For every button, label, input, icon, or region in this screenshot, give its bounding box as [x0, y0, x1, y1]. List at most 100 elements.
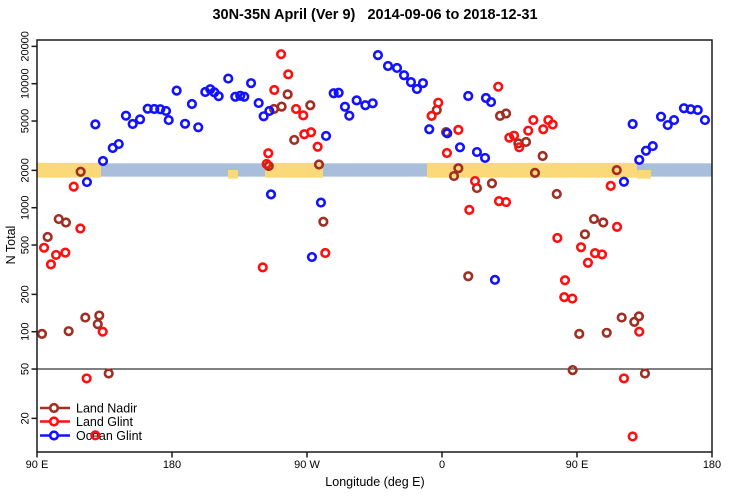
data-point-ocean-glint [120, 110, 132, 121]
data-point-land-nadir [282, 89, 293, 100]
data-point-ocean-glint [223, 73, 234, 84]
x-axis-label: Longitude (deg E) [325, 475, 425, 489]
band-yellow-segment [37, 162, 102, 178]
data-point-ocean-glint [155, 104, 166, 115]
data-point-land-nadir [305, 100, 316, 111]
data-point-ocean-glint [333, 87, 344, 98]
data-point-land-glint [523, 125, 534, 136]
chart-title: 30N-35N April (Ver 9) 2014-09-06 to 2018… [212, 7, 538, 23]
data-point-land-glint [283, 69, 294, 80]
data-point-ocean-glint [193, 122, 204, 133]
data-point-land-glint [269, 84, 280, 96]
data-point-land-glint [320, 247, 331, 259]
y-tick-label: 20000 [20, 31, 32, 62]
data-point-ocean-glint [479, 152, 491, 164]
data-point-ocean-glint [471, 146, 483, 158]
data-point-land-nadir [551, 188, 562, 200]
data-point-land-nadir [579, 229, 591, 240]
data-point-ocean-glint [315, 197, 327, 208]
data-point-ocean-glint [179, 118, 191, 129]
data-point-land-nadir [42, 231, 53, 243]
data-point-land-glint [38, 242, 50, 253]
data-point-ocean-glint [372, 50, 384, 61]
data-point-land-nadir [463, 271, 474, 282]
data-point-land-nadir [633, 311, 645, 322]
x-tick-label: 180 [703, 459, 721, 471]
data-point-land-nadir [588, 213, 600, 225]
data-point-ocean-glint [485, 96, 497, 108]
data-point-ocean-glint [306, 251, 318, 263]
data-point-ocean-glint [351, 95, 362, 106]
band-yellow-segment [265, 162, 324, 178]
data-point-ocean-glint [213, 91, 224, 102]
band-yellow-fragment [227, 169, 238, 179]
data-point-land-glint [559, 292, 570, 303]
data-point-land-glint [547, 119, 558, 130]
data-point-land-nadir [92, 319, 103, 330]
legend-marker [48, 402, 60, 414]
data-point-land-glint [81, 373, 92, 384]
data-point-land-nadir [601, 327, 612, 338]
data-point-ocean-glint [344, 110, 355, 121]
data-point-land-glint [627, 431, 638, 442]
data-point-ocean-glint [163, 114, 174, 126]
data-point-land-nadir [289, 134, 300, 146]
data-point-land-glint [433, 97, 444, 108]
x-tick-label: 90 E [566, 459, 589, 471]
data-point-land-glint [596, 249, 608, 260]
data-point-ocean-glint [634, 154, 645, 165]
data-point-ocean-glint [113, 138, 124, 150]
data-point-land-glint [634, 326, 645, 337]
data-point-ocean-glint [489, 274, 501, 285]
data-point-ocean-glint [258, 111, 269, 122]
data-point-land-glint [559, 275, 571, 286]
data-point-land-glint [426, 110, 437, 121]
data-point-land-nadir [639, 368, 651, 379]
data-point-ocean-glint [367, 98, 378, 109]
data-point-land-nadir [537, 150, 548, 162]
data-point-land-nadir [60, 217, 72, 228]
legend-marker [48, 430, 60, 441]
data-point-ocean-glint [253, 97, 264, 109]
data-point-land-glint [605, 180, 616, 191]
data-point-ocean-glint [328, 88, 339, 99]
band-yellow-fragment [637, 169, 651, 179]
data-point-ocean-glint [424, 124, 435, 135]
y-tick-label: 2000 [20, 158, 32, 182]
data-point-land-nadir [574, 328, 585, 339]
data-point-land-glint [290, 103, 302, 115]
data-point-land-glint [257, 262, 268, 273]
data-point-ocean-glint [391, 62, 403, 74]
data-point-land-nadir [500, 108, 512, 119]
data-point-ocean-glint [134, 114, 146, 125]
data-point-land-nadir [529, 167, 541, 178]
data-point-land-glint [275, 49, 287, 60]
data-point-land-nadir [94, 310, 105, 321]
data-point-land-glint [464, 204, 475, 215]
y-tick-label: 200 [20, 285, 32, 303]
data-point-land-glint [618, 373, 630, 384]
data-point-land-glint [312, 141, 323, 152]
data-point-land-nadir [63, 326, 74, 337]
data-point-land-glint [493, 81, 504, 92]
data-point-land-glint [552, 232, 563, 244]
data-point-land-glint [60, 247, 71, 258]
data-point-ocean-glint [239, 91, 250, 102]
legend-label: Land Glint [76, 415, 134, 429]
data-point-ocean-glint [186, 98, 198, 110]
data-point-ocean-glint [230, 91, 241, 102]
data-point-ocean-glint [382, 60, 394, 72]
y-tick-label: 10000 [20, 68, 32, 99]
y-tick-label: 100 [20, 323, 32, 341]
data-point-ocean-glint [699, 114, 711, 126]
data-point-ocean-glint [81, 176, 93, 188]
x-tick-label: 180 [163, 459, 181, 471]
data-point-land-glint [75, 223, 86, 234]
legend-label: Ocean Glint [76, 429, 143, 443]
data-point-land-glint [514, 142, 525, 153]
data-point-ocean-glint [149, 103, 160, 115]
data-point-ocean-glint [90, 119, 101, 130]
data-point-land-glint [90, 430, 101, 441]
data-point-land-glint [582, 257, 594, 268]
x-tick-label: 90 E [26, 459, 49, 471]
